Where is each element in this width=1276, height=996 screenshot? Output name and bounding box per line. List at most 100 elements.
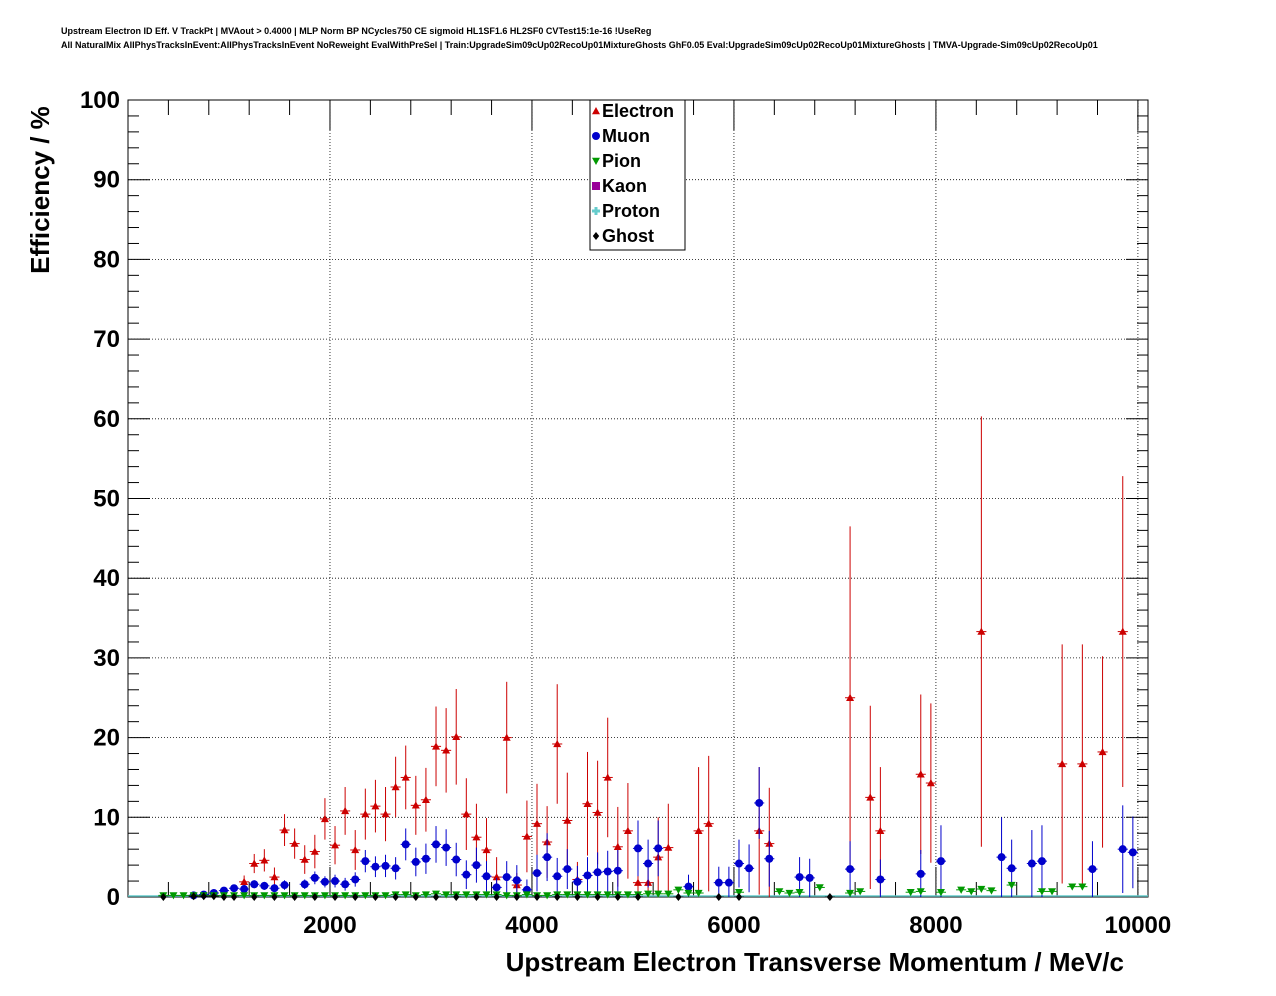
muon-point (442, 843, 451, 852)
ghost-point (574, 893, 581, 901)
electron-point (401, 773, 410, 781)
pion-point (280, 892, 289, 900)
ghost-point (271, 893, 278, 901)
pion-point (442, 891, 451, 899)
muon-point (583, 871, 592, 880)
pion-point (906, 889, 915, 897)
legend-marker-muon (592, 132, 600, 140)
muon-point (452, 855, 461, 864)
y-tick-label: 40 (93, 565, 120, 592)
muon-point (482, 872, 491, 881)
muon-point (1007, 864, 1016, 873)
ghost-point (160, 893, 167, 901)
electron-point (270, 873, 279, 881)
pion-point (795, 889, 804, 897)
pion-point (674, 886, 683, 894)
muon-point (280, 881, 289, 890)
muon-point (432, 840, 441, 849)
pion-point (320, 892, 329, 900)
muon-point (553, 872, 562, 881)
electron-point (310, 847, 319, 855)
legend-marker-pion (592, 157, 600, 165)
electron-point (533, 819, 542, 827)
muon-point (714, 878, 723, 887)
ghost-point (392, 893, 399, 901)
muon-point (1128, 848, 1137, 857)
muon-point (755, 798, 764, 807)
muon-point (391, 864, 400, 873)
x-tick-label: 4000 (505, 912, 558, 939)
ghost-point (594, 893, 601, 901)
muon-point (411, 857, 420, 866)
electron-point (482, 845, 491, 854)
pion-point (482, 891, 491, 899)
electron-point (563, 816, 572, 824)
muon-point (250, 880, 259, 889)
pion-point (775, 888, 784, 896)
pion-point (179, 892, 188, 900)
electron-point (492, 873, 501, 881)
pion-point (300, 892, 309, 900)
y-tick-label: 20 (93, 725, 120, 752)
x-tick-label: 8000 (909, 912, 962, 939)
electron-point (411, 801, 420, 809)
pion-point (967, 888, 976, 896)
electron-point (623, 826, 632, 835)
muon-point (765, 854, 774, 863)
pion-point (421, 891, 430, 899)
chart-title-line-1: Upstream Electron ID Eff. V TrackPt | MV… (61, 26, 652, 36)
legend-label-kaon: Kaon (602, 176, 647, 196)
electron-point (290, 839, 299, 847)
ghost-point (230, 893, 238, 901)
muon-point (1037, 857, 1046, 866)
pion-point (734, 889, 743, 897)
y-tick-label: 30 (93, 645, 120, 672)
electron-point (553, 739, 562, 748)
x-tick-label: 2000 (303, 912, 356, 939)
pion-point (522, 891, 531, 899)
electron-point (522, 832, 531, 840)
axis-ticks: 0 10 20 30 40 50 60 70 80 90 100 2000 4000 6000 8000 10… (80, 87, 1171, 939)
pion-point (169, 892, 178, 900)
muon-point (371, 862, 380, 871)
legend-label-ghost: Ghost (602, 226, 654, 246)
pion-point (987, 887, 996, 895)
y-tick-label: 70 (93, 326, 120, 353)
electron-point (704, 819, 713, 827)
pion-point (654, 890, 663, 898)
pion-point (361, 892, 370, 900)
ghost-point (331, 893, 339, 901)
pion-point (260, 892, 269, 900)
muon-point (300, 880, 309, 889)
electron-point (351, 845, 360, 854)
ghost-point (715, 893, 722, 901)
pion-point (936, 889, 945, 897)
legend: Electron Muon Pion Kaon Proton Ghost (589, 99, 686, 251)
pion-point (664, 890, 673, 898)
legend-marker-proton (592, 207, 600, 215)
ghost-point (200, 892, 207, 901)
muon-point (573, 877, 582, 886)
ghost-point (513, 893, 521, 901)
ghost-point (675, 893, 682, 901)
grid-lines (128, 100, 1148, 897)
electron-point (260, 856, 269, 864)
muon-point (492, 883, 501, 892)
electron-series (239, 416, 1128, 897)
ghost-point (210, 892, 218, 901)
muon-point (1118, 845, 1127, 854)
electron-point (613, 842, 622, 850)
muon-point (462, 870, 471, 879)
y-tick-label: 0 (107, 884, 120, 911)
ghost-point (735, 893, 743, 901)
pion-point (694, 889, 703, 898)
legend-label-proton: Proton (602, 201, 660, 221)
electron-point (846, 693, 855, 701)
muon-point (724, 878, 733, 887)
ghost-point (432, 893, 440, 901)
muon-point (543, 853, 552, 862)
electron-point (371, 802, 380, 810)
muon-point (270, 884, 279, 893)
muon-point (563, 865, 572, 874)
